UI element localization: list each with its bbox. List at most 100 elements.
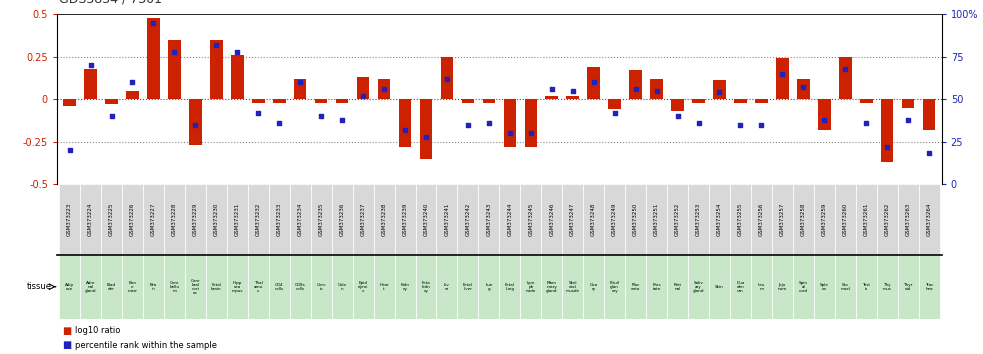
Text: GSM373246: GSM373246 [549, 203, 554, 236]
Text: GSM373243: GSM373243 [487, 203, 492, 236]
Bar [185, 184, 205, 255]
Bar [416, 184, 436, 255]
Point [334, 117, 350, 122]
Text: Pituil
glan
ery: Pituil glan ery [609, 281, 619, 293]
Point [376, 86, 392, 92]
Text: CD8s
cells: CD8s cells [295, 283, 306, 291]
Bar [730, 184, 751, 255]
Bar [751, 184, 772, 255]
Text: Epid
dymi
s: Epid dymi s [358, 281, 369, 293]
Bar [503, 99, 516, 147]
Bar [101, 255, 122, 319]
Bar [566, 96, 579, 99]
Bar [625, 184, 646, 255]
Bar [499, 184, 520, 255]
Point [125, 79, 141, 85]
Text: Skin: Skin [715, 285, 723, 289]
Bar [336, 99, 348, 103]
Bar [605, 255, 625, 319]
Bar [562, 184, 583, 255]
Text: GSM373236: GSM373236 [340, 203, 345, 236]
Bar [818, 99, 831, 130]
Bar [357, 77, 370, 99]
Bar [814, 255, 835, 319]
Text: percentile rank within the sample: percentile rank within the sample [75, 341, 216, 350]
Text: GSM373239: GSM373239 [402, 203, 408, 236]
Point [460, 122, 476, 127]
Point [314, 113, 329, 119]
Bar [294, 79, 307, 99]
Point [544, 86, 559, 92]
Point [188, 122, 203, 127]
Bar [629, 70, 642, 99]
Bar [147, 18, 160, 99]
Bar [374, 184, 394, 255]
Text: Test
is: Test is [862, 283, 870, 291]
Point [397, 127, 413, 132]
Text: Pros
tate: Pros tate [653, 283, 661, 291]
Text: Thy
mus: Thy mus [883, 283, 892, 291]
Point [669, 113, 685, 119]
Text: GSM373253: GSM373253 [696, 203, 701, 236]
Bar [331, 255, 353, 319]
Text: GSM373237: GSM373237 [361, 203, 366, 236]
Bar [436, 184, 457, 255]
Bar [751, 255, 772, 319]
Bar [860, 99, 873, 103]
Text: Bon
e
marr: Bon e marr [128, 281, 138, 293]
Point [712, 90, 727, 95]
Bar [772, 255, 793, 319]
Text: Saliv
ary
gland: Saliv ary gland [693, 281, 704, 293]
Point [880, 144, 896, 149]
Bar [143, 255, 164, 319]
Bar [588, 67, 600, 99]
Text: GSM373261: GSM373261 [864, 203, 869, 236]
Bar [479, 255, 499, 319]
Point [103, 113, 119, 119]
Bar [897, 184, 919, 255]
Bar [881, 99, 894, 162]
Point [418, 134, 434, 139]
Bar [479, 184, 499, 255]
Bar [562, 255, 583, 319]
Bar [311, 184, 331, 255]
Point [208, 42, 224, 47]
Point [732, 122, 748, 127]
Text: GSM373229: GSM373229 [193, 203, 198, 236]
Point [251, 110, 266, 115]
Bar [755, 99, 768, 103]
Bar [143, 184, 164, 255]
Text: Spin
al
cord: Spin al cord [799, 281, 808, 293]
Bar [248, 184, 268, 255]
Bar [688, 184, 709, 255]
Text: GDS3834 / 7301: GDS3834 / 7301 [59, 0, 162, 6]
Text: GSM373252: GSM373252 [675, 203, 680, 236]
Text: GSM373235: GSM373235 [318, 203, 323, 236]
Point [838, 66, 853, 72]
Point [795, 84, 811, 90]
Point [355, 93, 371, 98]
Text: GSM373258: GSM373258 [801, 203, 806, 236]
Bar [520, 184, 542, 255]
Text: CD4
cells: CD4 cells [274, 283, 284, 291]
Bar [457, 184, 479, 255]
Bar [483, 99, 495, 103]
Bar [856, 184, 877, 255]
Bar [59, 184, 80, 255]
Text: GSM373264: GSM373264 [927, 203, 932, 236]
Bar [714, 80, 725, 99]
Bar [777, 58, 788, 99]
Bar [164, 255, 185, 319]
Point [502, 130, 518, 136]
Bar [231, 55, 244, 99]
Text: GSM373257: GSM373257 [780, 203, 784, 236]
Text: Fetal
brain: Fetal brain [211, 283, 221, 291]
Bar [315, 99, 327, 103]
Text: GSM373262: GSM373262 [885, 203, 890, 236]
Bar [436, 255, 457, 319]
Bar [667, 184, 688, 255]
Bar [651, 79, 663, 99]
Bar [671, 99, 684, 111]
Bar [667, 255, 688, 319]
Text: GSM373245: GSM373245 [528, 203, 534, 236]
